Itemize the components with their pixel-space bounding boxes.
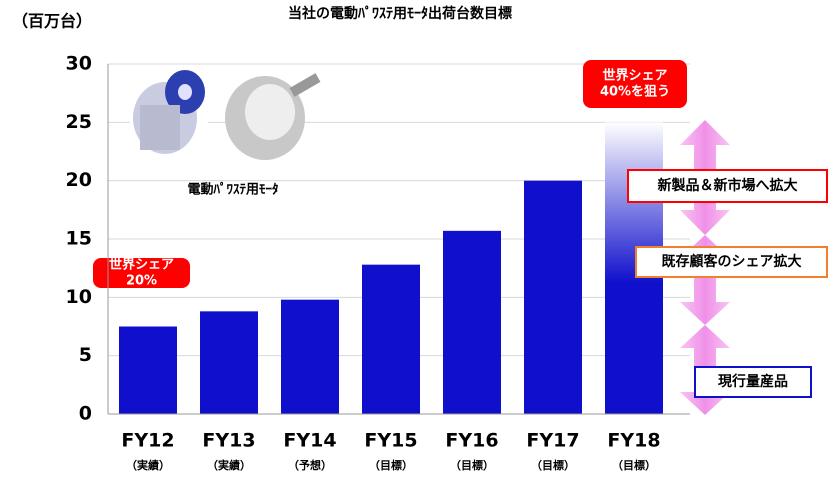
bar	[443, 231, 501, 414]
y-tick-label: 10	[66, 286, 92, 308]
bar	[362, 265, 420, 414]
x-tick-label: FY14	[283, 430, 336, 452]
y-tick-label: 20	[66, 169, 92, 191]
bar	[200, 311, 258, 414]
y-tick-label: 0	[79, 403, 92, 425]
x-tick-label: FY12	[121, 430, 174, 452]
x-tick-note: （目標）	[450, 458, 494, 472]
page: {"chart_data": {"type": "bar", "title": …	[0, 0, 829, 480]
x-tick-label: FY13	[202, 430, 255, 452]
strategy-label: 既存顧客のシェア拡大	[662, 253, 802, 270]
bar	[119, 327, 177, 415]
y-tick-label: 5	[79, 344, 92, 366]
share-callout-text: 40%を狙う	[600, 85, 670, 100]
x-tick-label: FY17	[526, 430, 579, 452]
motor-image	[130, 70, 320, 160]
share-callout-text: 世界シェア	[602, 68, 667, 84]
y-tick-label: 25	[66, 111, 92, 133]
share-callout-text: 20%	[126, 274, 157, 289]
bar	[524, 181, 582, 414]
x-tick-note: （予想）	[288, 458, 332, 472]
share-callout-text: 世界シェア	[109, 257, 174, 273]
chart: （百万台） 当社の電動ﾊﾟﾜｽﾃ用ﾓｰﾀ出荷台数目標 電動ﾊﾟﾜｽﾃ用ﾓｰﾀ 世…	[0, 0, 829, 480]
strategy-label: 新製品＆新市場へ拡大	[658, 177, 798, 194]
y-tick-label: 30	[66, 53, 92, 75]
x-tick-note: （実績）	[126, 458, 170, 472]
strategy-label: 現行量産品	[718, 373, 788, 390]
x-tick-note: （実績）	[207, 458, 251, 472]
y-axis-label: （百万台）	[12, 12, 92, 31]
bars	[119, 122, 663, 414]
x-tick-label: FY16	[445, 430, 498, 452]
y-tick-label: 15	[66, 228, 92, 250]
bar	[281, 300, 339, 414]
x-tick-label: FY18	[607, 430, 660, 452]
image-caption: 電動ﾊﾟﾜｽﾃ用ﾓｰﾀ	[187, 182, 278, 198]
x-tick-note: （目標）	[612, 458, 656, 472]
x-tick-label: FY15	[364, 430, 417, 452]
chart-title: 当社の電動ﾊﾟﾜｽﾃ用ﾓｰﾀ出荷台数目標	[288, 5, 512, 22]
x-tick-note: （目標）	[369, 458, 413, 472]
x-tick-note: （目標）	[531, 458, 575, 472]
